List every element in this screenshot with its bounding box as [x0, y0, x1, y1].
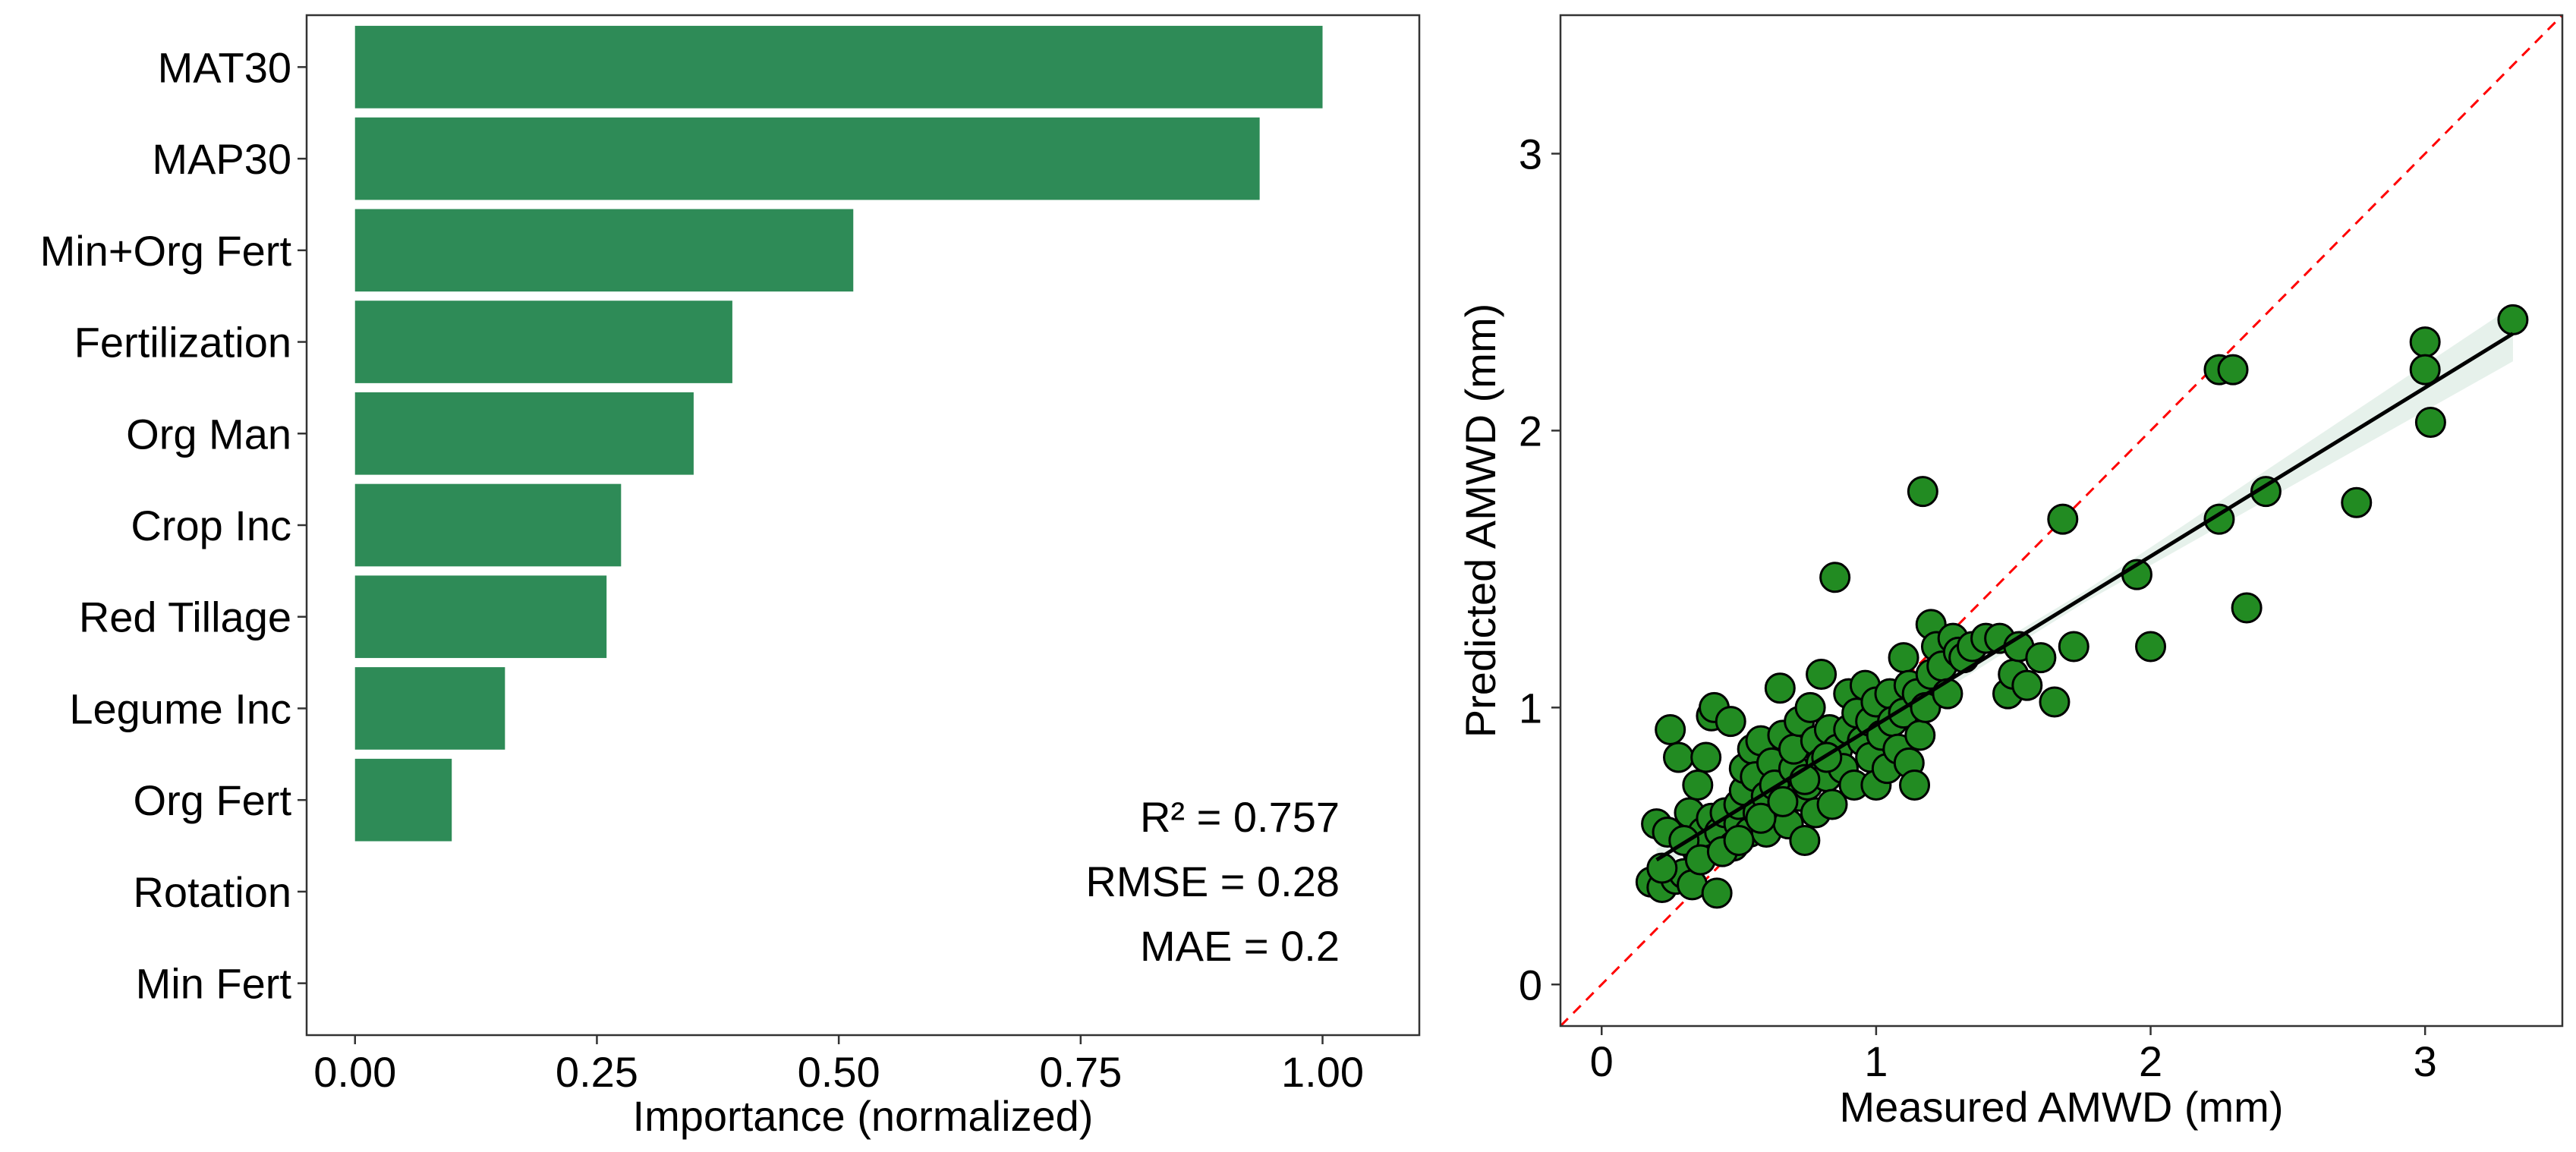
category-label: Rotation [133, 868, 291, 916]
x-tick-label: 0.50 [798, 1048, 880, 1096]
scatter-point [2011, 669, 2043, 701]
x-axis-ticks: 0.00 0.25 0.50 0.75 1.00 [313, 1035, 1364, 1096]
category-label: Crop Inc [131, 502, 291, 549]
scatter-point [2341, 486, 2373, 518]
scatter-point [2047, 503, 2079, 535]
scatter-x-axis-ticks: 0 1 2 3 [1590, 1026, 2437, 1085]
category-label: Org Fert [134, 776, 292, 824]
scatter-point [1816, 788, 1848, 820]
category-labels: MAT30 MAP30 Min+Org Fert Fertilization Org M… [40, 43, 307, 1008]
scatter-point [1663, 741, 1695, 773]
scatter-point [2409, 326, 2441, 358]
scatter-y-tick-label: 3 [1519, 130, 1542, 178]
bar-x-axis-title: Importance (normalized) [633, 1092, 1094, 1140]
scatter-point [1806, 659, 1838, 691]
importance-bar-chart: MAT30 MAP30 Min+Org Fert Fertilization Org M… [40, 14, 1421, 1140]
scatter-point [1888, 642, 1919, 674]
bar-map30 [354, 117, 1260, 200]
x-tick-label: 0.00 [313, 1048, 396, 1096]
scatter-point [1745, 802, 1777, 834]
scatter-point [2203, 503, 2235, 535]
scatter-point [2058, 631, 2089, 663]
scatter-point [1904, 719, 1936, 751]
category-label: Fertilization [74, 319, 291, 367]
scatter-point [1764, 672, 1796, 704]
r2-annotation: R² = 0.757 [1140, 793, 1340, 841]
scatter-x-tick-label: 1 [1864, 1037, 1888, 1085]
bar-org-fert [354, 758, 452, 842]
scatter-y-axis-ticks: 0 1 2 3 [1519, 130, 1560, 1009]
bar-red-tillage [354, 575, 607, 659]
scatter-x-tick-label: 3 [2414, 1037, 2437, 1085]
scatter-point [1701, 877, 1733, 909]
scatter-point [1690, 741, 1722, 773]
scatter-point [2135, 631, 2167, 663]
bar-marks [354, 26, 1323, 842]
scatter-point [1819, 562, 1851, 593]
bar-crop-inc [354, 483, 622, 567]
scatter-point [1767, 785, 1799, 817]
scatter-point [1789, 824, 1821, 856]
scatter-point [1646, 852, 1678, 884]
bar-min-org-fert [354, 209, 854, 292]
x-tick-label: 0.75 [1039, 1048, 1122, 1096]
scatter-y-axis-title: Predicted AMWD (mm) [1456, 304, 1504, 738]
scatter-point [1899, 770, 1931, 801]
scatter-point [1723, 824, 1755, 856]
scatter-point [1907, 476, 1938, 508]
scatter-x-tick-label: 0 [1590, 1037, 1614, 1085]
scatter-y-tick-label: 0 [1519, 961, 1542, 1009]
category-label: Min Fert [136, 960, 292, 1008]
rmse-annotation: RMSE = 0.28 [1085, 858, 1340, 905]
scatter-point [1682, 770, 1714, 801]
scatter-point [2039, 686, 2071, 718]
scatter-point [2409, 354, 2441, 386]
bar-fertilization [354, 301, 732, 383]
scatter-point [2025, 642, 2057, 674]
scatter-point [1715, 706, 1746, 738]
scatter-point [1932, 678, 1963, 710]
scatter-y-tick-label: 1 [1519, 684, 1542, 732]
category-label: Min+Org Fert [40, 227, 292, 275]
scatter-point [1794, 691, 1826, 723]
scatter-point [2231, 592, 2263, 624]
prediction-scatter-chart: 0 1 2 3 0 1 2 3 Measured AMWD (mm) Predicted A… [1456, 14, 2564, 1131]
mae-annotation: MAE = 0.2 [1140, 922, 1340, 970]
scatter-point [2497, 304, 2529, 335]
category-label: Org Man [126, 410, 291, 458]
scatter-point [2217, 354, 2249, 386]
bar-org-man [354, 392, 694, 475]
category-label: MAT30 [158, 43, 291, 91]
x-tick-label: 0.25 [556, 1048, 638, 1096]
scatter-point [2414, 406, 2446, 438]
scatter-point [1655, 714, 1686, 746]
bar-legume-inc [354, 667, 505, 750]
scatter-frame [1559, 14, 2564, 1028]
bar-mat30 [354, 26, 1323, 109]
scatter-x-axis-title: Measured AMWD (mm) [1840, 1083, 2284, 1131]
scatter-points [1635, 304, 2529, 909]
scatter-x-tick-label: 2 [2139, 1037, 2162, 1085]
category-label: MAP30 [152, 135, 291, 183]
scatter-y-tick-label: 2 [1519, 407, 1542, 455]
category-label: Red Tillage [79, 593, 291, 641]
regression-fit-line [1655, 332, 2515, 862]
category-label: Legume Inc [69, 685, 291, 732]
x-tick-label: 1.00 [1281, 1048, 1364, 1096]
scatter-point [2250, 476, 2282, 508]
